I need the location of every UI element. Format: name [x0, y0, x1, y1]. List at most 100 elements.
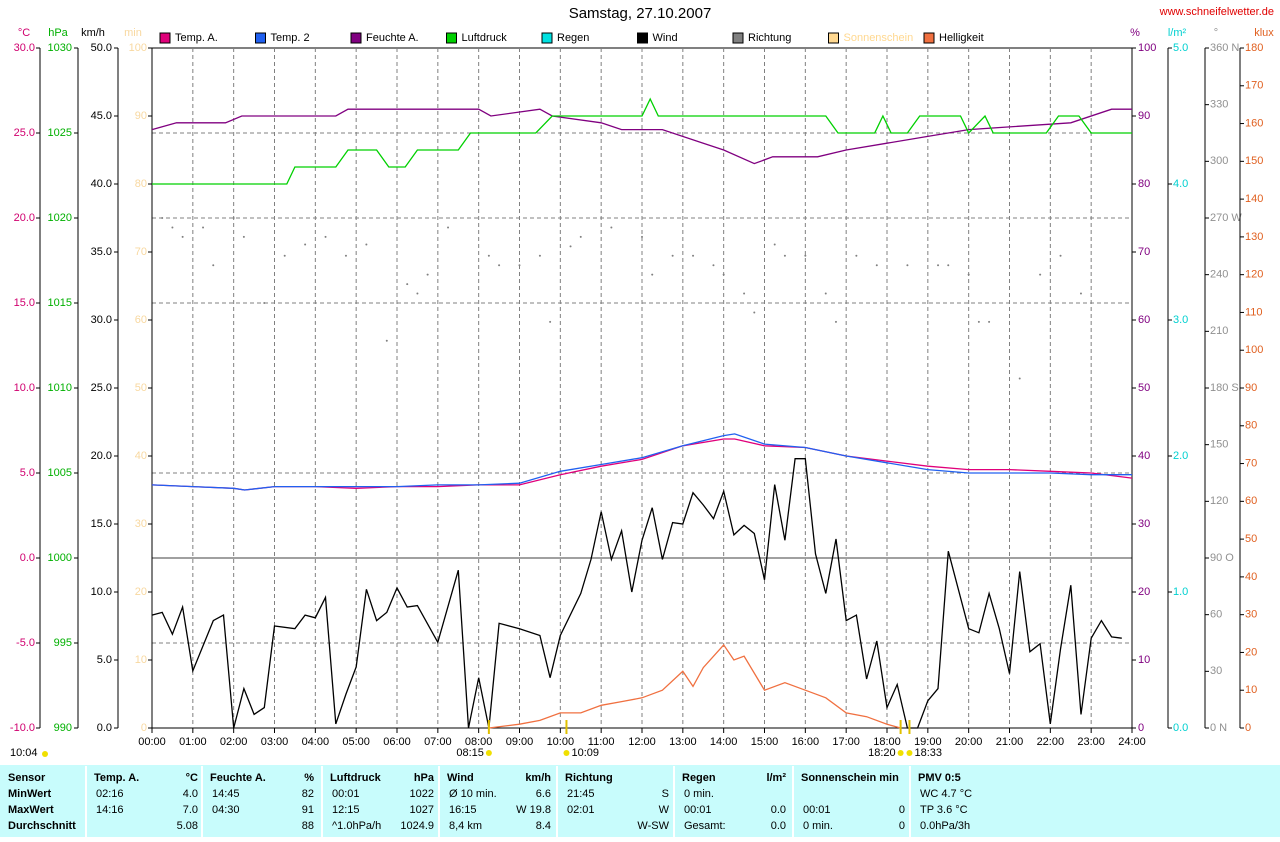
y-tick-label: 0.0: [1173, 722, 1188, 734]
y-tick-label: 180 S: [1210, 382, 1239, 394]
direction-dot: [426, 273, 429, 276]
table-cell: 6.6: [536, 788, 551, 800]
x-tick-label: 14:00: [710, 736, 738, 748]
table-cell: 88: [302, 820, 314, 832]
marker-icon: [897, 750, 904, 756]
x-tick-label: 18:00: [873, 736, 901, 748]
table-cell: 8,4 km: [449, 820, 482, 832]
table-unit: °C: [186, 772, 198, 784]
direction-dot: [1018, 377, 1021, 380]
table-cell: ^1.0hPa/h: [332, 820, 381, 832]
x-tick-label: 03:00: [261, 736, 289, 748]
y-tick-label: 30: [135, 518, 147, 530]
table-cell: 1024.9: [400, 820, 434, 832]
direction-dot: [651, 273, 654, 276]
direction-dot: [641, 235, 643, 238]
x-tick-label: 23:00: [1077, 736, 1105, 748]
y-tick-label: 1020: [48, 212, 72, 224]
axis-unit: %: [1130, 27, 1140, 39]
x-tick-label: 02:00: [220, 736, 248, 748]
y-tick-label: 140: [1245, 193, 1263, 205]
clock: 10:04: [10, 747, 38, 759]
table-cell: 4.0: [183, 788, 198, 800]
table-header: Feuchte A.: [210, 772, 266, 784]
table-unit: %: [304, 772, 314, 784]
table-unit: hPa: [414, 772, 435, 784]
table-cell: 00:01: [684, 804, 712, 816]
table-cell: Ø 10 min.: [449, 788, 497, 800]
table-cell: 0 min.: [684, 788, 714, 800]
table-cell: 00:01: [332, 788, 360, 800]
axis-unit: km/h: [81, 27, 105, 39]
y-tick-label: 160: [1245, 117, 1263, 129]
table-cell: W: [659, 804, 670, 816]
y-tick-label: -5.0: [16, 637, 35, 649]
legend-swatch: [446, 32, 457, 44]
x-tick-label: 20:00: [955, 736, 983, 748]
table-cell: 02:16: [96, 788, 124, 800]
table-cell: W-SW: [637, 820, 669, 832]
y-tick-label: 360 N: [1210, 42, 1239, 54]
y-tick-label: 30: [1245, 609, 1257, 621]
y-tick-label: 10.0: [14, 382, 35, 394]
x-tick-label: 21:00: [996, 736, 1024, 748]
series-line: [488, 643, 901, 729]
row-label: Durchschnitt: [8, 820, 76, 832]
table-cell: 0: [899, 820, 905, 832]
table-bg: [0, 765, 1280, 837]
table-cell: 12:15: [332, 804, 360, 816]
y-tick-label: 50: [1245, 533, 1257, 545]
legend-label: Sonnenschein: [844, 32, 914, 44]
direction-dot: [824, 292, 827, 295]
axis-unit: hPa: [48, 27, 68, 39]
y-tick-label: 20.0: [14, 212, 35, 224]
x-tick-label: 06:00: [383, 736, 411, 748]
y-tick-label: 40: [1138, 450, 1150, 462]
y-tick-label: 20: [135, 586, 147, 598]
y-tick-label: 60: [1210, 609, 1222, 621]
table-unit: km/h: [525, 772, 551, 784]
direction-dot: [324, 235, 327, 238]
direction-dot: [232, 217, 235, 219]
axis-unit: °: [1214, 27, 1218, 39]
table-header: Wind: [447, 772, 474, 784]
direction-dot: [722, 273, 725, 276]
direction-dot: [569, 245, 572, 248]
y-tick-label: 50.0: [91, 42, 112, 54]
website: www.schneifelwetter.de: [1159, 6, 1274, 18]
direction-dot: [283, 254, 286, 257]
legend-label: Luftdruck: [462, 32, 508, 44]
x-tick-label: 15:00: [751, 736, 779, 748]
y-tick-label: 25.0: [91, 382, 112, 394]
table-cell: 1027: [410, 804, 434, 816]
table-cell: Gesamt:: [684, 820, 726, 832]
y-tick-label: 130: [1245, 231, 1263, 243]
table-header: Luftdruck: [330, 772, 382, 784]
table-header: Temp. A.: [94, 772, 139, 784]
y-tick-label: 15.0: [14, 297, 35, 309]
table-cell: 1022: [410, 788, 434, 800]
direction-dot: [977, 320, 980, 323]
y-tick-label: 300: [1210, 155, 1228, 167]
x-tick-label: 19:00: [914, 736, 942, 748]
y-tick-label: 35.0: [91, 246, 112, 258]
y-tick-label: 990: [54, 722, 72, 734]
legend-label: Wind: [653, 32, 678, 44]
direction-dot: [242, 235, 245, 238]
legend-swatch: [828, 32, 839, 44]
direction-dot: [692, 254, 695, 257]
y-tick-label: 5.0: [97, 654, 112, 666]
y-tick-label: 20.0: [91, 450, 112, 462]
y-tick-label: 90 O: [1210, 552, 1234, 564]
y-tick-label: 10.0: [91, 586, 112, 598]
legend-label: Helligkeit: [939, 32, 984, 44]
direction-dot: [610, 226, 613, 229]
y-tick-label: 60: [1138, 314, 1150, 326]
y-tick-label: 0 N: [1210, 722, 1227, 734]
table-cell: 7.0: [183, 804, 198, 816]
y-tick-label: 120: [1210, 495, 1228, 507]
y-tick-label: 995: [54, 637, 72, 649]
direction-dot: [671, 254, 674, 257]
y-tick-label: 210: [1210, 325, 1228, 337]
marker-label: 10:09: [571, 747, 599, 759]
